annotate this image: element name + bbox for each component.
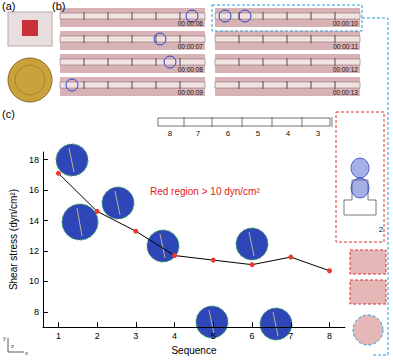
svg-text:16: 16	[29, 185, 39, 195]
svg-text:3: 3	[316, 129, 321, 138]
svg-text:8: 8	[34, 307, 39, 317]
svg-text:10: 10	[29, 276, 39, 286]
svg-text:y: y	[3, 335, 6, 341]
svg-text:00:00:13: 00:00:13	[333, 89, 359, 96]
svg-text:00:00:08: 00:00:08	[178, 66, 204, 73]
svg-text:x: x	[25, 350, 28, 356]
svg-text:(b): (b)	[52, 0, 65, 12]
svg-text:00:00:11: 00:00:11	[333, 43, 358, 50]
svg-text:2: 2	[95, 331, 100, 341]
svg-text:Red region > 10 dyn/cm²: Red region > 10 dyn/cm²	[150, 186, 260, 197]
svg-text:00:00:10: 00:00:10	[333, 20, 359, 27]
svg-text:6: 6	[250, 331, 255, 341]
svg-text:8: 8	[168, 129, 173, 138]
svg-text:5: 5	[256, 129, 261, 138]
svg-text:7: 7	[196, 129, 201, 138]
svg-text:7: 7	[288, 331, 293, 341]
svg-text:3: 3	[133, 331, 138, 341]
svg-text:(a): (a)	[2, 0, 15, 12]
svg-text:Shear stress (dyn/cm²): Shear stress (dyn/cm²)	[8, 189, 19, 290]
svg-text:4: 4	[172, 331, 177, 341]
svg-text:(c): (c)	[2, 108, 15, 120]
svg-text:2: 2	[379, 225, 384, 234]
svg-text:6: 6	[226, 129, 231, 138]
svg-text:12: 12	[29, 246, 39, 256]
svg-text:5: 5	[211, 331, 216, 341]
svg-text:8: 8	[327, 331, 332, 341]
svg-text:4: 4	[286, 129, 291, 138]
svg-text:18: 18	[29, 155, 39, 165]
svg-text:00:00:12: 00:00:12	[333, 66, 359, 73]
svg-text:z: z	[11, 343, 14, 349]
svg-text:00:00:06: 00:00:06	[178, 20, 204, 27]
svg-text:00:00:09: 00:00:09	[178, 89, 204, 96]
svg-text:00:00:07: 00:00:07	[178, 43, 204, 50]
svg-text:Sequence: Sequence	[171, 345, 216, 356]
svg-text:14: 14	[29, 216, 39, 226]
svg-text:1: 1	[56, 331, 61, 341]
